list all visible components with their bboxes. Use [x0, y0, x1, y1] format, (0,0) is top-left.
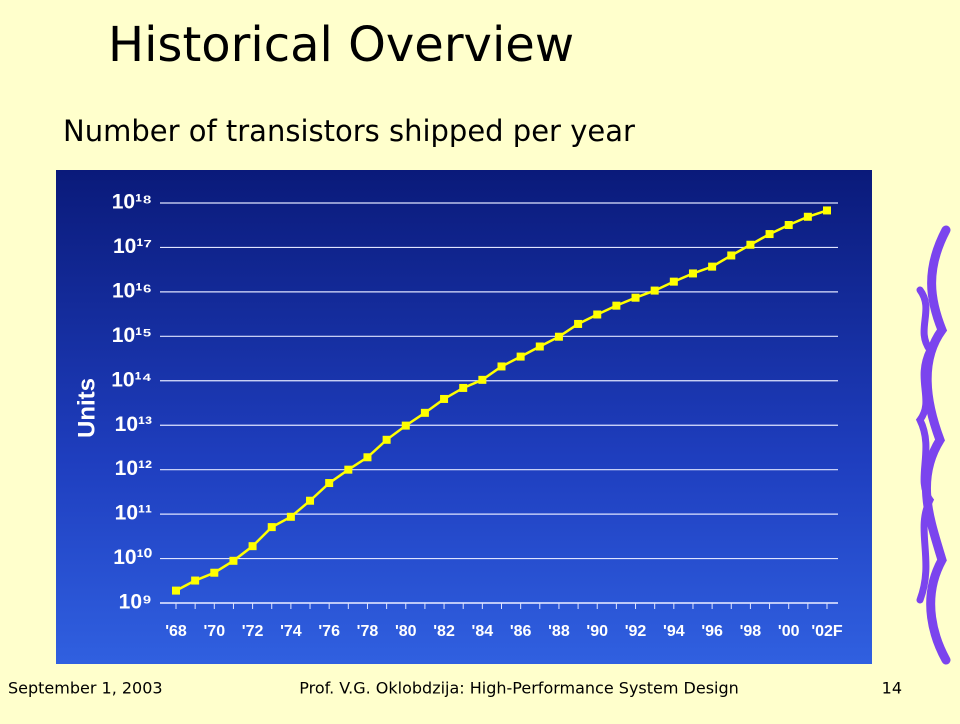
- data-point: [267, 523, 276, 532]
- x-tick-label: '96: [701, 623, 723, 640]
- data-point: [823, 206, 831, 215]
- footer-date: September 1, 2003: [8, 679, 163, 698]
- data-point: [191, 576, 200, 585]
- data-point: [765, 230, 774, 239]
- data-point: [727, 251, 736, 260]
- page-number: 14: [882, 679, 902, 698]
- data-point: [784, 220, 793, 229]
- y-axis-label: Units: [73, 378, 100, 438]
- data-point: [306, 496, 315, 505]
- data-point: [631, 293, 640, 302]
- x-tick-label: '82: [433, 623, 455, 640]
- x-tick-label: '00: [778, 623, 800, 640]
- data-point: [497, 362, 506, 371]
- y-tick-label: 10¹⁶: [112, 279, 152, 302]
- data-point: [593, 310, 602, 319]
- data-point: [650, 286, 659, 295]
- data-point: [746, 240, 755, 249]
- data-point: [459, 383, 468, 392]
- data-point: [172, 586, 180, 595]
- y-tick-label: 10¹¹: [115, 502, 152, 525]
- data-point: [688, 269, 697, 278]
- x-tick-label: '88: [548, 623, 570, 640]
- data-point: [708, 262, 717, 271]
- x-tick-label: '72: [242, 623, 264, 640]
- x-tick-label: '98: [740, 623, 762, 640]
- y-tick-label: 10¹³: [115, 413, 152, 436]
- slide-title: Historical Overview: [108, 17, 574, 73]
- data-point: [574, 319, 583, 328]
- data-point: [478, 375, 487, 384]
- x-tick-label: '84: [472, 623, 494, 640]
- footer-author: Prof. V.G. Oklobdzija: High-Performance …: [299, 679, 739, 698]
- x-tick-label: '92: [625, 623, 647, 640]
- x-tick-label: '70: [203, 623, 225, 640]
- data-point: [401, 421, 410, 430]
- x-tick-label: '78: [357, 623, 379, 640]
- data-point: [229, 556, 238, 565]
- data-point: [286, 512, 295, 521]
- data-point: [535, 342, 544, 351]
- data-point: [344, 465, 353, 474]
- data-point: [612, 301, 621, 310]
- data-point: [554, 332, 563, 341]
- data-point: [440, 394, 449, 403]
- x-tick-label: '90: [586, 623, 608, 640]
- y-tick-label: 10¹⁸: [112, 191, 152, 214]
- data-point: [325, 479, 334, 488]
- data-point: [516, 352, 525, 361]
- x-tick-label: '80: [395, 623, 417, 640]
- data-point: [803, 212, 812, 221]
- x-tick-label: '76: [318, 623, 340, 640]
- decoration: [915, 286, 935, 604]
- y-tick-label: 10¹⁴: [111, 368, 152, 391]
- data-point: [210, 568, 219, 577]
- data-point: [669, 277, 678, 286]
- y-tick-label: 10⁹: [119, 591, 152, 614]
- decoration: [921, 225, 951, 665]
- x-tick-label: '68: [165, 623, 187, 640]
- x-tick-label: '02F: [811, 623, 843, 640]
- data-point: [420, 408, 429, 417]
- y-tick-label: 10¹⁰: [113, 546, 152, 569]
- x-tick-label: '74: [280, 623, 302, 640]
- x-tick-label: '94: [663, 623, 685, 640]
- y-tick-label: 10¹⁵: [112, 324, 152, 347]
- data-point: [363, 453, 372, 462]
- data-point: [382, 435, 391, 444]
- y-tick-label: 10¹²: [115, 457, 152, 480]
- data-point: [248, 542, 257, 551]
- slide-subtitle: Number of transistors shipped per year: [63, 114, 635, 148]
- x-tick-label: '86: [510, 623, 532, 640]
- y-tick-label: 10¹⁷: [113, 235, 152, 258]
